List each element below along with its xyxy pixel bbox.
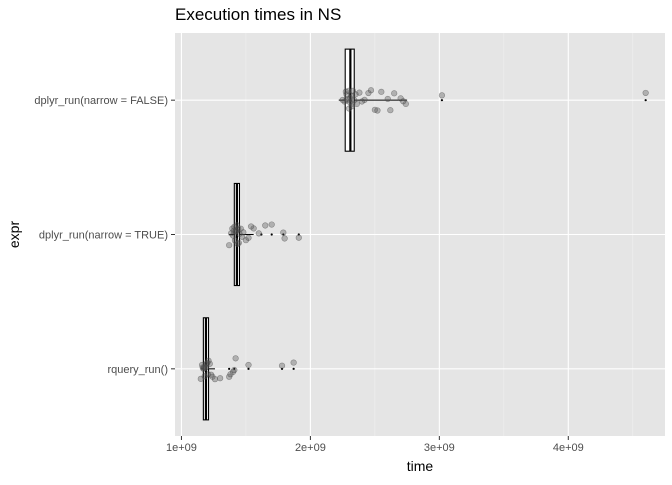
jitter-point bbox=[231, 366, 238, 374]
boxplot-outlier bbox=[270, 233, 273, 236]
jitter-point bbox=[391, 90, 398, 97]
jitter-point bbox=[352, 91, 359, 98]
x-tick-label: 3e+09 bbox=[424, 442, 455, 454]
jitter-point bbox=[290, 359, 297, 366]
jitter-point bbox=[240, 229, 247, 236]
x-tick-label: 4e+09 bbox=[553, 442, 584, 454]
y-axis: dplyr_run(narrow = FALSE) dplyr_run(narro… bbox=[34, 95, 175, 376]
boxplot-outlier bbox=[228, 367, 231, 370]
boxplot-outlier bbox=[440, 99, 444, 102]
jitter-point bbox=[353, 100, 360, 108]
jitter-point bbox=[281, 235, 288, 242]
boxplot-outlier bbox=[247, 367, 250, 370]
jitter-point bbox=[378, 88, 385, 95]
jitter-point bbox=[255, 230, 262, 237]
boxplot-outlier bbox=[644, 99, 647, 102]
y-tick-label: dplyr_run(narrow = FALSE) bbox=[34, 95, 168, 107]
jitter-point bbox=[268, 221, 275, 228]
chart-marks bbox=[197, 48, 649, 421]
jitter-point bbox=[347, 92, 355, 99]
x-axis: 1e+09 2e+09 3e+09 4e+09 bbox=[166, 436, 584, 454]
jitter-point bbox=[438, 92, 446, 99]
jitter-point bbox=[295, 234, 302, 241]
jitter-point bbox=[361, 96, 368, 103]
y-tick-label: dplyr_run(narrow = TRUE) bbox=[39, 230, 168, 242]
jitter-point bbox=[280, 229, 287, 236]
jitter-point bbox=[387, 107, 394, 114]
boxplot-group bbox=[338, 48, 649, 152]
jitter-point bbox=[345, 87, 352, 94]
jitter-point bbox=[367, 87, 375, 94]
jitter-point bbox=[356, 89, 363, 96]
jitter-point bbox=[245, 361, 252, 369]
major-gridlines bbox=[175, 33, 665, 436]
jitter-point bbox=[374, 107, 381, 114]
chart-title: Execution times in NS bbox=[175, 5, 341, 24]
y-tick-label: rquery_run() bbox=[107, 364, 168, 376]
jitter-point bbox=[278, 362, 286, 369]
jitter-point bbox=[201, 373, 208, 380]
jitter-point bbox=[232, 355, 239, 362]
jitter-point bbox=[250, 225, 257, 232]
boxplot-group bbox=[197, 317, 297, 421]
jitter-point bbox=[233, 222, 240, 229]
jitter-point bbox=[402, 100, 409, 108]
x-axis-title: time bbox=[407, 458, 434, 474]
jitter-point bbox=[642, 89, 649, 97]
boxplot-outlier bbox=[292, 367, 295, 370]
jitter-point bbox=[217, 375, 224, 382]
jitter-point bbox=[245, 234, 252, 241]
x-tick-label: 2e+09 bbox=[295, 442, 326, 454]
jitter-point bbox=[384, 95, 391, 103]
jitter-point bbox=[262, 222, 269, 229]
jitter-point bbox=[205, 357, 212, 364]
y-axis-title: expr bbox=[6, 221, 22, 249]
jitter-point bbox=[211, 376, 219, 383]
jitter-point bbox=[226, 242, 233, 249]
x-tick-label: 1e+09 bbox=[166, 442, 197, 454]
jitter-point bbox=[349, 100, 356, 107]
jitter-point bbox=[235, 239, 242, 247]
boxplot-group bbox=[226, 182, 302, 287]
jitter-point bbox=[206, 360, 213, 367]
